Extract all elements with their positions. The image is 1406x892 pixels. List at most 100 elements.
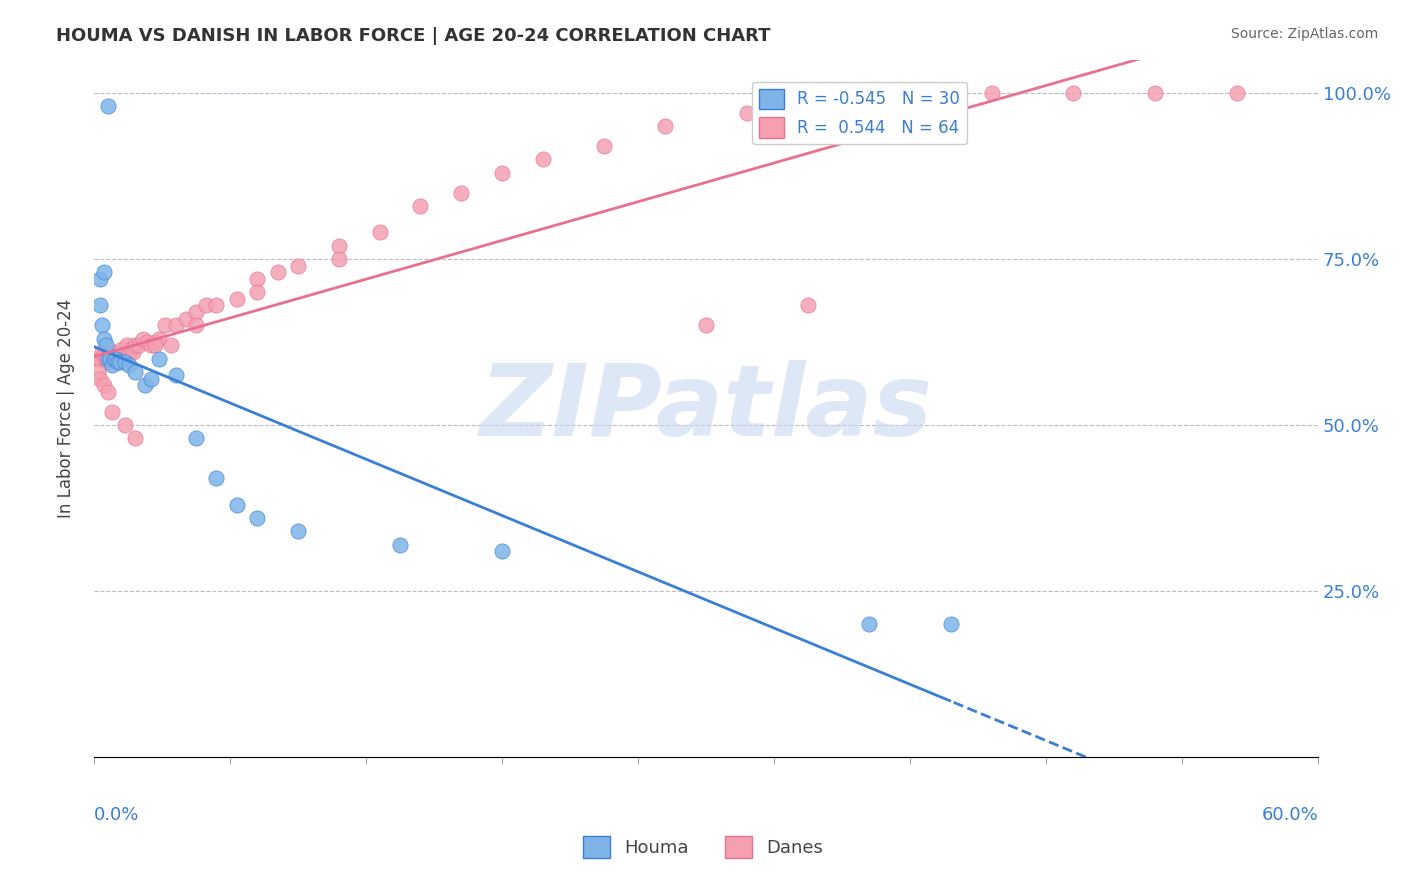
Point <box>531 153 554 167</box>
Point <box>134 378 156 392</box>
Point <box>93 265 115 279</box>
Point <box>114 355 136 369</box>
Point <box>939 617 962 632</box>
Point <box>148 351 170 366</box>
Legend: Houma, Danes: Houma, Danes <box>575 829 831 865</box>
Point <box>136 334 159 349</box>
Point <box>654 119 676 133</box>
Point <box>184 318 207 333</box>
Point <box>195 298 218 312</box>
Point <box>93 332 115 346</box>
Point <box>491 165 513 179</box>
Point <box>89 272 111 286</box>
Point <box>87 351 110 366</box>
Point <box>695 318 717 333</box>
Point <box>87 365 110 379</box>
Point <box>114 351 136 366</box>
Point <box>139 338 162 352</box>
Point <box>328 238 350 252</box>
Point <box>89 351 111 366</box>
Point <box>165 368 187 383</box>
Point <box>148 332 170 346</box>
Point <box>97 355 120 369</box>
Point <box>89 298 111 312</box>
Text: 0.0%: 0.0% <box>94 806 139 824</box>
Point <box>93 378 115 392</box>
Text: ZIPatlas: ZIPatlas <box>479 360 932 457</box>
Point <box>105 351 128 366</box>
Point <box>110 355 132 369</box>
Point <box>139 371 162 385</box>
Point <box>155 318 177 333</box>
Point <box>225 498 247 512</box>
Point <box>858 617 880 632</box>
Legend: R = -0.545   N = 30, R =  0.544   N = 64: R = -0.545 N = 30, R = 0.544 N = 64 <box>752 82 967 145</box>
Point <box>107 348 129 362</box>
Point <box>735 105 758 120</box>
Point <box>160 338 183 352</box>
Point <box>797 298 820 312</box>
Point <box>121 345 143 359</box>
Point <box>491 544 513 558</box>
Point <box>107 355 129 369</box>
Point <box>184 431 207 445</box>
Point <box>1225 86 1247 100</box>
Point <box>91 345 114 359</box>
Point <box>132 332 155 346</box>
Point <box>143 338 166 352</box>
Point <box>128 338 150 352</box>
Point <box>287 259 309 273</box>
Point <box>115 338 138 352</box>
Point <box>184 305 207 319</box>
Point <box>96 338 118 352</box>
Point <box>143 334 166 349</box>
Point <box>246 272 269 286</box>
Point <box>205 471 228 485</box>
Point <box>174 311 197 326</box>
Point <box>817 99 839 113</box>
Point <box>124 338 146 352</box>
Point <box>593 139 616 153</box>
Point <box>101 359 124 373</box>
Point <box>91 318 114 333</box>
Point <box>110 351 132 366</box>
Point <box>97 99 120 113</box>
Point <box>898 86 921 100</box>
Point <box>165 318 187 333</box>
Point <box>124 365 146 379</box>
Point <box>368 226 391 240</box>
Point <box>266 265 288 279</box>
Point <box>105 351 128 366</box>
Point <box>1062 86 1084 100</box>
Point <box>97 351 120 366</box>
Point <box>287 524 309 539</box>
Point <box>117 359 139 373</box>
Point <box>114 418 136 433</box>
Point <box>1143 86 1166 100</box>
Point <box>93 348 115 362</box>
Point <box>328 252 350 266</box>
Point <box>97 384 120 399</box>
Text: HOUMA VS DANISH IN LABOR FORCE | AGE 20-24 CORRELATION CHART: HOUMA VS DANISH IN LABOR FORCE | AGE 20-… <box>56 27 770 45</box>
Point <box>205 298 228 312</box>
Point <box>388 538 411 552</box>
Point <box>101 405 124 419</box>
Point <box>450 186 472 200</box>
Y-axis label: In Labor Force | Age 20-24: In Labor Force | Age 20-24 <box>58 299 75 518</box>
Point <box>98 351 121 366</box>
Point <box>225 292 247 306</box>
Point <box>246 285 269 300</box>
Point <box>124 431 146 445</box>
Point <box>246 511 269 525</box>
Point <box>409 199 432 213</box>
Point <box>103 345 125 359</box>
Point <box>101 348 124 362</box>
Point <box>980 86 1002 100</box>
Point <box>89 371 111 385</box>
Point <box>96 351 118 366</box>
Point <box>103 351 125 366</box>
Point <box>120 342 142 356</box>
Point <box>117 345 139 359</box>
Text: 60.0%: 60.0% <box>1261 806 1319 824</box>
Point <box>98 351 121 366</box>
